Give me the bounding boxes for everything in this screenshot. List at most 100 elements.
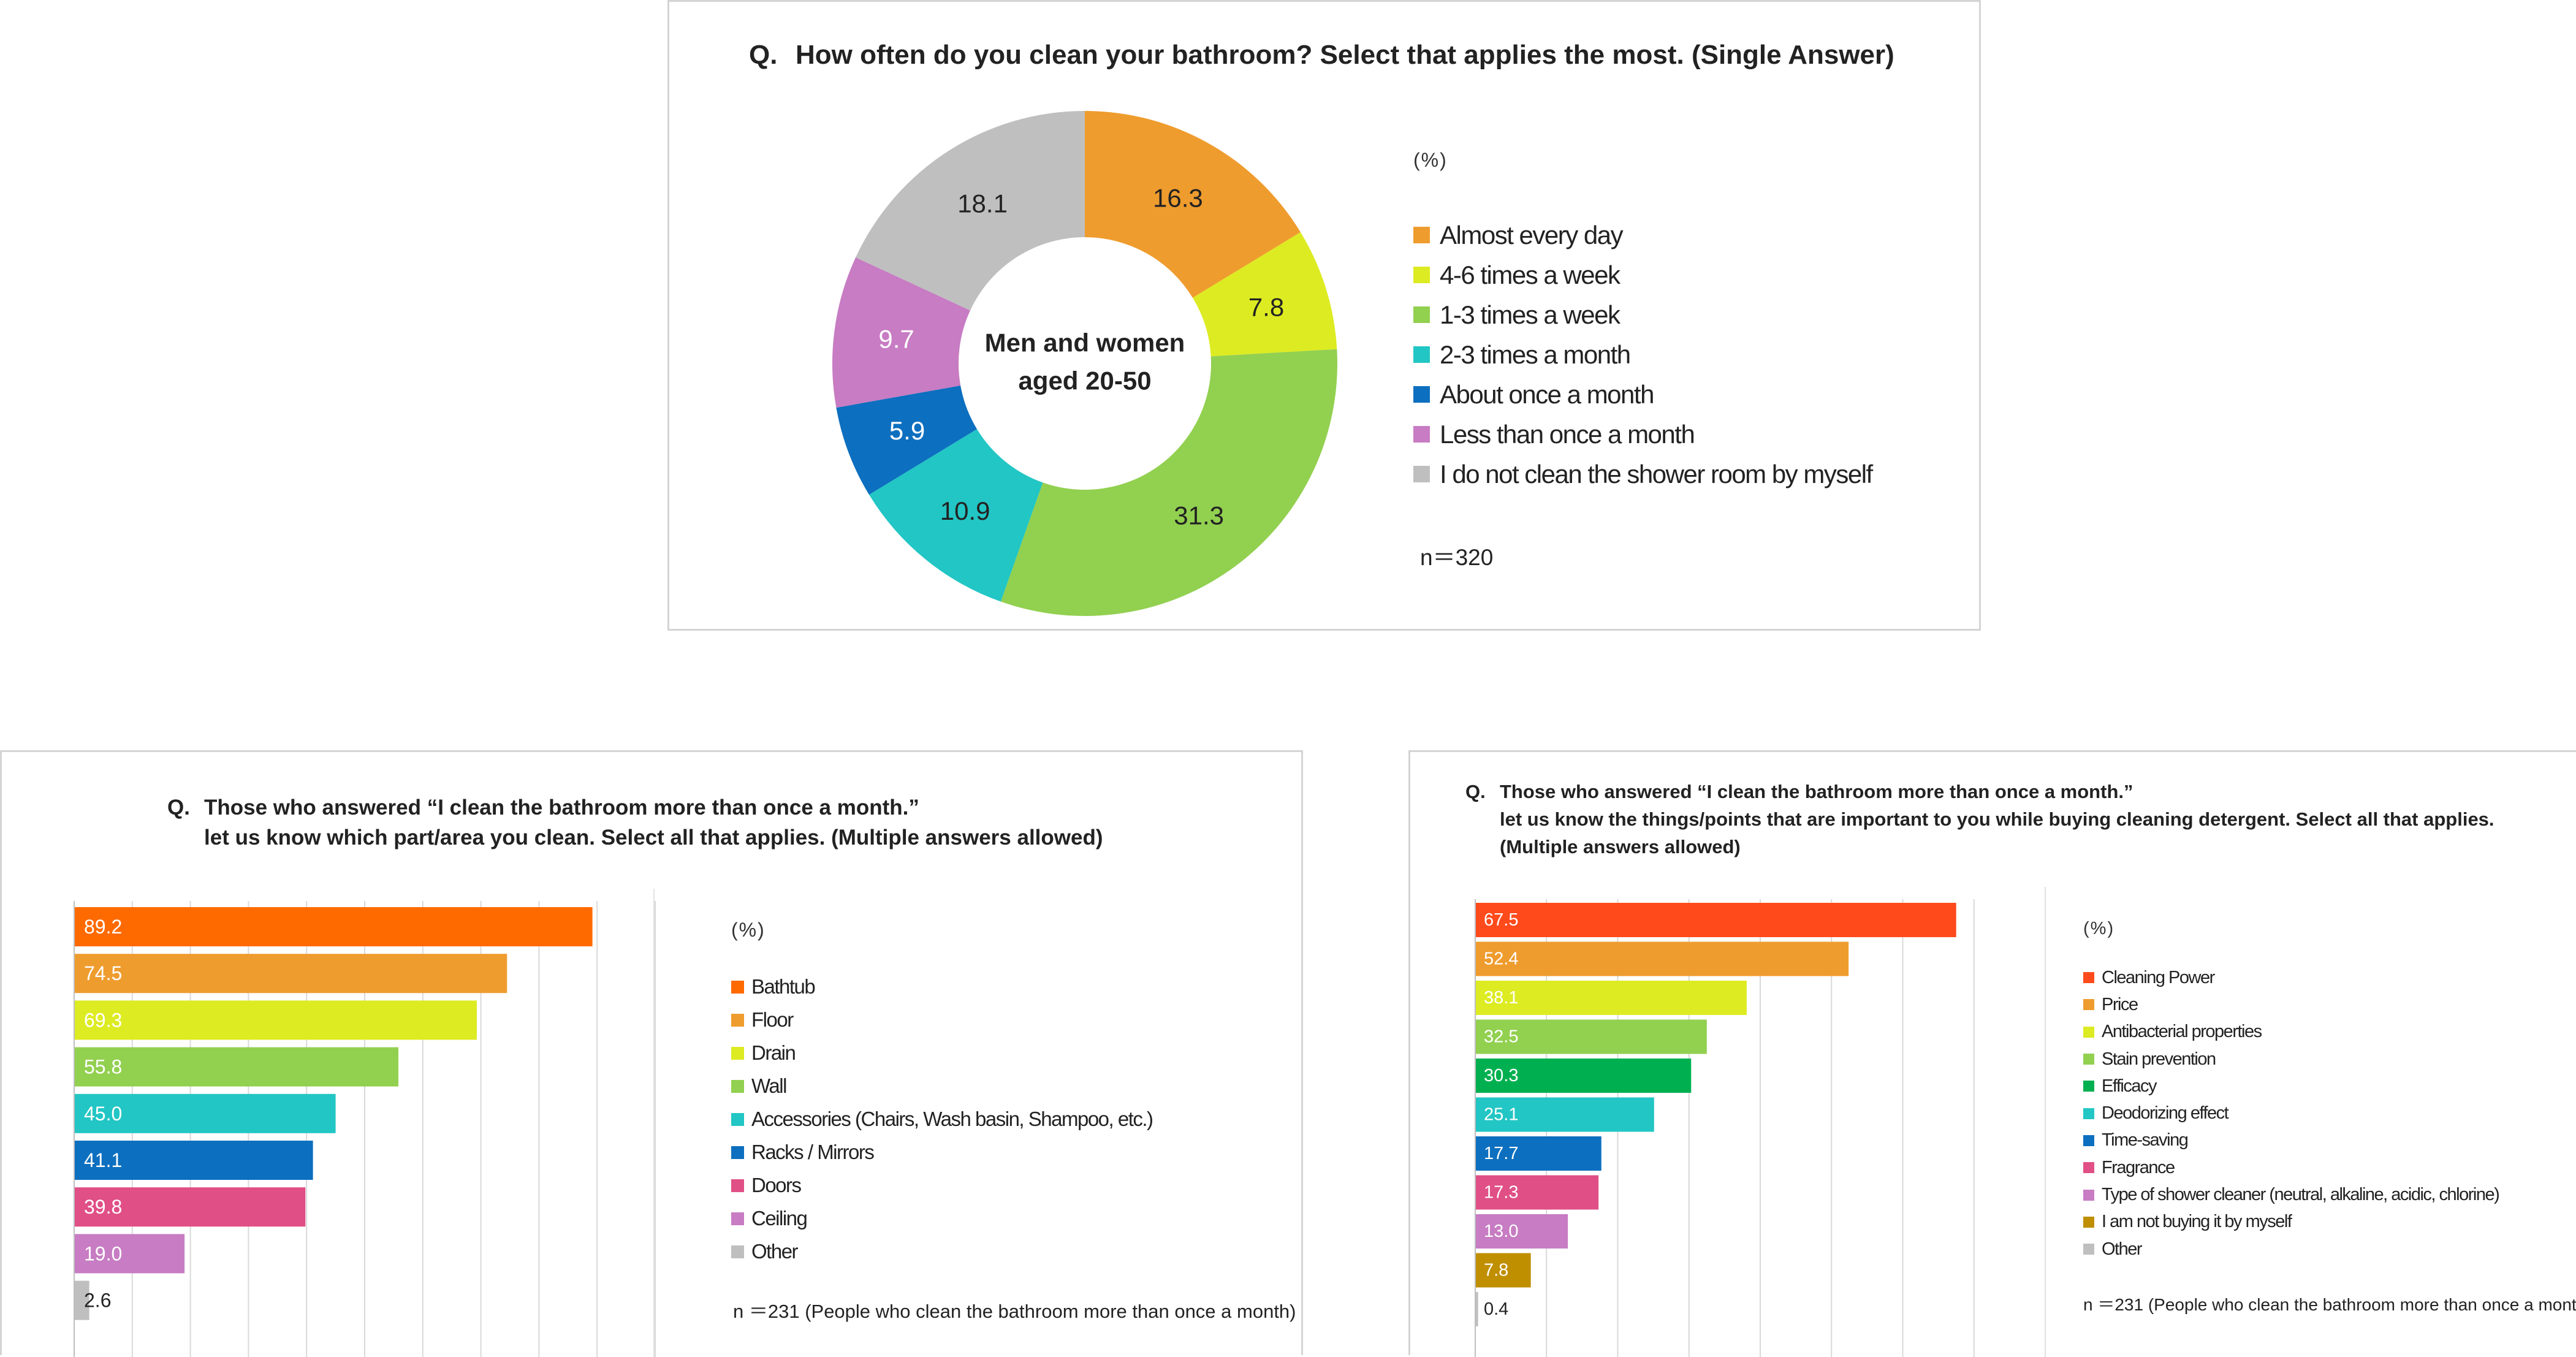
bar-cleaning-power — [1475, 903, 1956, 937]
donut-slice-1-3-times-a-week — [1000, 349, 1337, 616]
legend-label: Racks / Mirrors — [751, 1141, 875, 1163]
bar-value-label: 30.3 — [1484, 1066, 1518, 1085]
bar-value-label: 17.7 — [1484, 1144, 1518, 1163]
donut-slice-about-once-a-month — [836, 386, 978, 495]
legend-swatch — [1413, 426, 1430, 443]
points-legend: Cleaning Power Price Antibacterial propert… — [2083, 964, 2500, 1263]
legend-item-other: Other — [731, 1235, 1153, 1268]
donut-chart: 16.3 7.8 31.3 10.9 5.9 9.7 18.1 Men and women ag… — [832, 110, 1337, 616]
bar-stain-prevention — [1475, 1019, 1707, 1054]
areas-title-line-2: let us know which part/area you clean. S… — [204, 826, 1103, 850]
donut-slice-4-6-times-a-week — [1192, 232, 1337, 357]
donut-legend: Almost every day 4-6 times a week 1-3 time… — [1413, 215, 1873, 494]
legend-item-wall: Wall — [731, 1070, 1153, 1103]
legend-label: Drain — [751, 1041, 796, 1064]
legend-label: I am not buying it by myself — [2102, 1212, 2292, 1232]
legend-swatch — [2083, 1135, 2094, 1146]
legend-item-type-of-shower-cleaner-neutral-alkaline-acidic-chlorine: Type of shower cleaner (neutral, alkalin… — [2083, 1181, 2500, 1208]
legend-item-1-3-times-a-week: 1-3 times a week — [1413, 295, 1872, 335]
legend-item-about-once-a-month: About once a month — [1413, 374, 1872, 414]
donut-sample-size: n＝320 — [1420, 545, 1494, 570]
areas-sample-size: n ＝231 (People who clean the bathroom mo… — [733, 1301, 1296, 1322]
donut-data-label: 18.1 — [957, 189, 1008, 218]
bar-deodorizing-effect — [1475, 1097, 1654, 1132]
donut-slice-less-than-once-a-month — [832, 257, 971, 408]
donut-center-label: aged 20-50 — [1018, 367, 1151, 395]
bar-value-label: 41.1 — [84, 1149, 122, 1171]
bar-wall — [74, 1047, 398, 1087]
bar-value-label: 52.4 — [1484, 949, 1518, 969]
areas-title-line-1: Those who answered “I clean the bathroom… — [204, 796, 919, 819]
donut-slice-i-do-not-clean-the-shower-room-by-myself — [856, 110, 1085, 311]
legend-label: 4-6 times a week — [1440, 260, 1620, 289]
bar-value-label: 25.1 — [1484, 1105, 1518, 1125]
donut-data-label: 9.7 — [878, 325, 914, 354]
legend-swatch — [2083, 1244, 2094, 1255]
legend-item-i-am-not-buying-it-by-myself: I am not buying it by myself — [2083, 1209, 2499, 1236]
legend-label: Doors — [751, 1174, 802, 1196]
question-mark-label: Q. — [1465, 781, 1486, 802]
bar-type-of-shower-cleaner-neutral-alkaline-acidic-chlorine — [1475, 1214, 1568, 1249]
legend-swatch — [731, 1046, 744, 1060]
legend-label: Accessories (Chairs, Wash basin, Shampoo… — [751, 1108, 1153, 1130]
legend-label: Cleaning Power — [2102, 967, 2215, 987]
bar-value-label: 7.8 — [1484, 1261, 1508, 1280]
bar-other — [1475, 1292, 1478, 1326]
legend-item-racks-mirrors: Racks / Mirrors — [731, 1136, 1153, 1169]
legend-item-floor: Floor — [731, 1003, 1153, 1036]
question-mark-label: Q. — [167, 796, 190, 819]
legend-item-doors: Doors — [731, 1169, 1153, 1202]
legend-label: Less than once a month — [1440, 419, 1695, 449]
donut-data-label: 16.3 — [1153, 183, 1203, 212]
legend-label: Deodorizing effect — [2102, 1103, 2229, 1123]
legend-swatch — [1413, 466, 1430, 482]
legend-label: Other — [2102, 1239, 2143, 1259]
points-sample-size: n ＝231 (People who clean the bathroom mo… — [2083, 1295, 2576, 1314]
donut-data-label: 10.9 — [940, 496, 990, 525]
legend-label: Ceiling — [751, 1207, 808, 1230]
legend-swatch — [2083, 999, 2094, 1011]
legend-item-2-3-times-a-month: 2-3 times a month — [1413, 335, 1872, 374]
legend-item-ceiling: Ceiling — [731, 1202, 1153, 1235]
legend-swatch — [1413, 227, 1430, 243]
legend-swatch — [731, 1013, 744, 1027]
legend-item-accessories-chairs-wash-basin-shampoo-etc: Accessories (Chairs, Wash basin, Shampoo… — [731, 1103, 1153, 1136]
bar-antibacterial-properties — [1475, 981, 1747, 1015]
legend-label: Almost every day — [1440, 220, 1624, 249]
points-unit-label: (%) — [2083, 919, 2115, 938]
legend-item-antibacterial-properties: Antibacterial properties — [2083, 1019, 2499, 1046]
donut-data-label: 5.9 — [889, 416, 925, 445]
legend-item-4-6-times-a-week: 4-6 times a week — [1413, 255, 1872, 295]
legend-item-stain-prevention: Stain prevention — [2083, 1046, 2499, 1073]
legend-swatch — [1413, 306, 1430, 323]
legend-label: Fragrance — [2102, 1157, 2175, 1177]
legend-item-other: Other — [2083, 1236, 2499, 1263]
legend-item-i-do-not-clean-the-shower-room-by-myself: I do not clean the shower room by myself — [1413, 454, 1873, 494]
legend-swatch — [2083, 1081, 2094, 1092]
legend-label: About once a month — [1440, 379, 1654, 409]
bar-doors — [74, 1187, 306, 1227]
donut-chart-panel: Q. How often do you clean your bathroom?… — [667, 0, 1981, 631]
bar-racks-mirrors — [74, 1141, 313, 1180]
points-chart-title: Q. Those who answered “I clean the bathr… — [1465, 778, 2494, 861]
legend-swatch — [2083, 1054, 2094, 1065]
legend-label: I do not clean the shower room by myself — [1440, 459, 1873, 488]
legend-swatch — [731, 1212, 744, 1225]
legend-swatch — [731, 1245, 744, 1258]
legend-swatch — [2083, 1026, 2094, 1038]
bar-i-am-not-buying-it-by-myself — [1475, 1253, 1531, 1288]
areas-bar-chart: 89.2 74.5 69.3 55.8 45.0 41.1 39.8 19.0 2.6 — [74, 889, 656, 1357]
legend-swatch — [731, 980, 744, 994]
legend-item-fragrance: Fragrance — [2083, 1154, 2499, 1181]
bar-fragrance — [1475, 1175, 1599, 1210]
legend-swatch — [731, 1079, 744, 1093]
legend-label: Time-saving — [2102, 1130, 2189, 1150]
bar-price — [1475, 941, 1849, 976]
points-title-line-3: (Multiple answers allowed) — [1500, 836, 1741, 857]
legend-swatch — [2083, 1216, 2094, 1228]
bar-floor — [74, 954, 507, 994]
legend-item-time-saving: Time-saving — [2083, 1127, 2499, 1154]
bar-value-label: 17.3 — [1484, 1183, 1518, 1203]
legend-label: Type of shower cleaner (neutral, alkalin… — [2102, 1185, 2500, 1205]
legend-swatch — [731, 1179, 744, 1192]
